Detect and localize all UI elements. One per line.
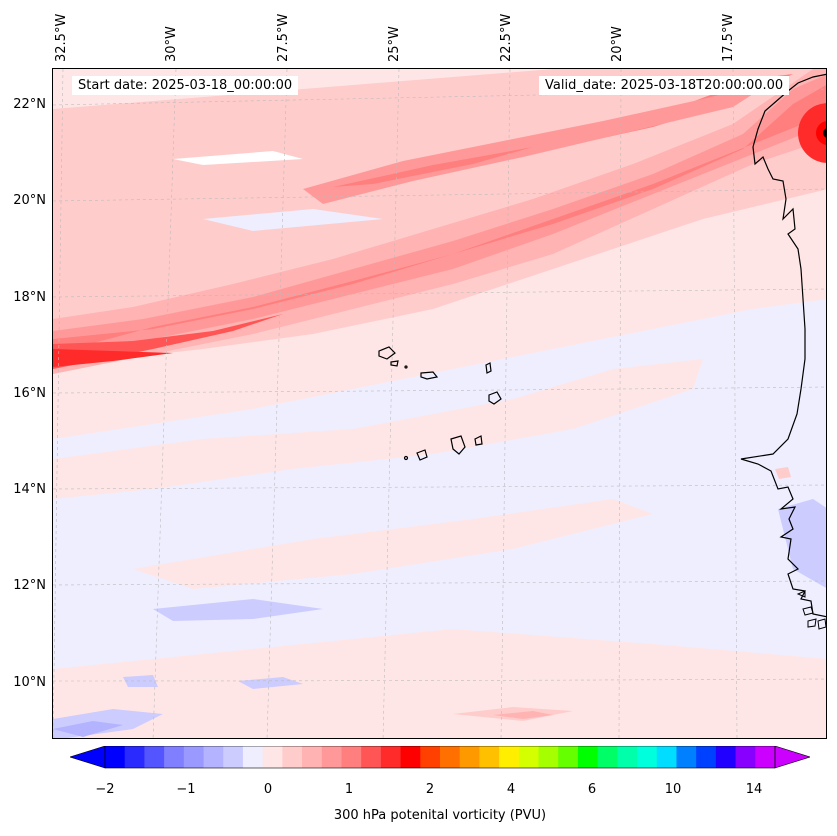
pv-contour-negative [153, 599, 323, 621]
colorbar-tick-label: −1 [176, 782, 196, 797]
colorbar-segment [696, 746, 717, 768]
colorbar-segment [203, 746, 224, 768]
colorbar-segment [538, 746, 559, 768]
start-date-label: Start date: 2025-03-18_00:00:00 [72, 76, 299, 95]
colorbar-segment [380, 746, 402, 768]
colorbar-segment [242, 746, 264, 768]
colorbar-segment [577, 746, 599, 768]
colorbar-segment [735, 746, 756, 768]
colorbar-segment [518, 746, 540, 768]
colorbar-segment [262, 746, 283, 768]
valid-date-label: Valid_date: 2025-03-18T20:00:00.00 [539, 76, 790, 95]
pv-contour-low [53, 629, 826, 738]
pv-map [52, 68, 827, 739]
colorbar-segment [223, 746, 244, 768]
pv-maximum [798, 103, 826, 163]
colorbar-segment [715, 746, 737, 768]
colorbar-extend-low [70, 746, 106, 769]
colorbar-title: 300 hPa potenital vorticity (PVU) [333, 808, 547, 823]
colorbar-segment [361, 746, 382, 768]
pv-contour-low [493, 711, 553, 719]
longitude-label: 27.5°W [276, 13, 291, 62]
longitude-label: 32.5°W [54, 13, 69, 62]
latitude-label: 22°N [13, 97, 46, 112]
colorbar-tick-label: 6 [587, 782, 597, 797]
pv-maximum [816, 121, 826, 145]
pv-map-canvas [53, 69, 826, 738]
longitude-label: 30°W [164, 26, 179, 62]
colorbar-segment [420, 746, 441, 768]
colorbar-segment [124, 746, 145, 768]
coastal-islands [796, 590, 826, 630]
colorbar-tick-label: 1 [344, 782, 354, 797]
colorbar-segment [440, 746, 461, 768]
pv-contour-zero [203, 209, 383, 231]
gridlines [53, 69, 826, 738]
colorbar-tick-label: 4 [506, 782, 516, 797]
colorbar-tick-label: −2 [95, 782, 115, 797]
colorbar-segment [164, 746, 185, 768]
pv-contour-low [133, 499, 653, 589]
latitude-label: 10°N [13, 675, 46, 690]
colorbar-segment [183, 746, 205, 768]
longitude-label: 25°W [387, 26, 402, 62]
colorbar-outline [104, 746, 776, 769]
longitude-label: 20°W [610, 26, 625, 62]
latitude-label: 20°N [13, 193, 46, 208]
colorbar-segment [302, 746, 323, 768]
colorbar-tick-label: 0 [263, 782, 273, 797]
longitude-label: 17.5°W [721, 13, 736, 62]
colorbar-segment [597, 746, 618, 768]
colorbar-segment [282, 746, 303, 768]
colorbar-segment [105, 746, 126, 768]
colorbar-extend-high [774, 746, 810, 769]
pv-contour-negative [123, 675, 158, 687]
cape-verde-islands [378, 346, 502, 461]
colorbar-segment [144, 746, 165, 768]
colorbar-tick-label: 2 [425, 782, 435, 797]
pv-contour-low [53, 359, 703, 499]
colorbar-segment [676, 746, 697, 768]
latitude-label: 14°N [13, 482, 46, 497]
latitude-label: 18°N [13, 290, 46, 305]
colorbar-tick-label: 10 [664, 782, 682, 797]
colorbar-segment [321, 746, 342, 768]
pv-contour-negative [53, 721, 123, 737]
longitude-label: 22.5°W [499, 13, 514, 62]
pv-maximum [823, 128, 826, 138]
colorbar-segment [341, 746, 362, 768]
latitude-label: 16°N [13, 386, 46, 401]
colorbar-segment [755, 746, 776, 768]
colorbar-segment [479, 746, 500, 768]
pv-contour-negative [238, 677, 303, 689]
colorbar-segment [400, 746, 421, 768]
pv-contour-zero [173, 151, 303, 165]
african-coastline [740, 73, 826, 618]
pv-contour-low [775, 467, 791, 479]
colorbar-segment [499, 746, 520, 768]
colorbar-tick-label: 14 [745, 782, 763, 797]
pv-streamer [53, 69, 826, 374]
colorbar-segment [558, 746, 579, 768]
colorbar-segment [459, 746, 480, 768]
pv-upper-band [333, 147, 533, 187]
colorbar-segment [656, 746, 677, 768]
pv-streamer-core [53, 349, 173, 367]
colorbar-segment [637, 746, 658, 768]
latitude-label: 12°N [13, 578, 46, 593]
colorbar-segment [617, 746, 638, 768]
colorbar [70, 746, 810, 769]
